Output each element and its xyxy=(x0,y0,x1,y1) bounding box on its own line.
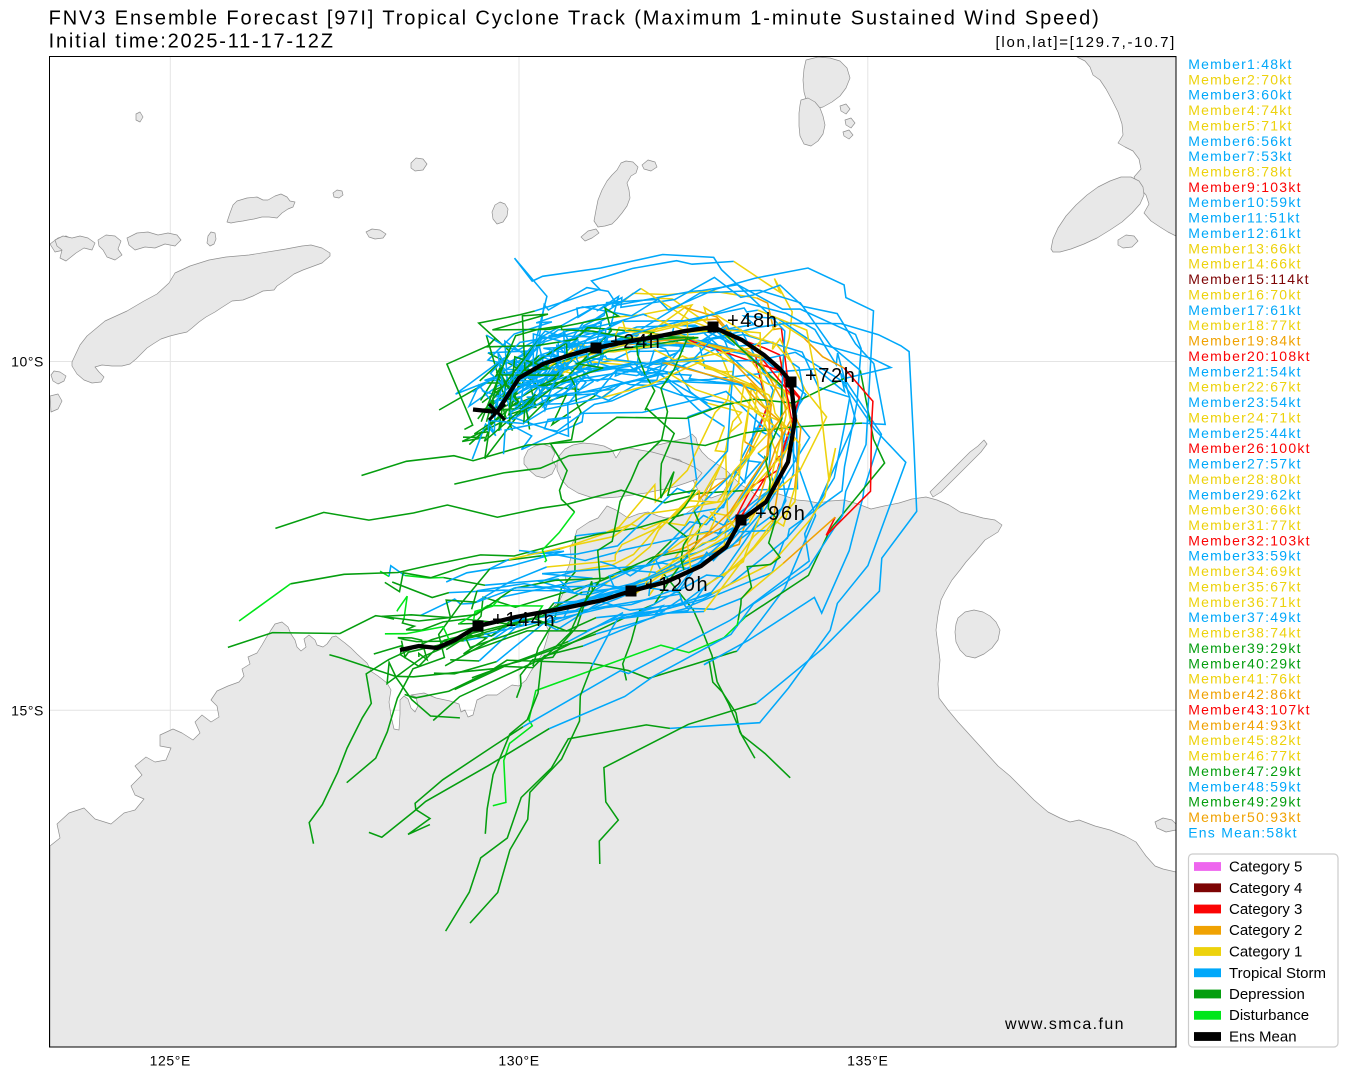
svg-text:Member28:80kt: Member28:80kt xyxy=(1188,471,1302,487)
svg-text:Member45:82kt: Member45:82kt xyxy=(1188,732,1302,748)
svg-text:Member1:48kt: Member1:48kt xyxy=(1188,56,1292,72)
svg-text:+120h: +120h xyxy=(645,574,709,596)
svg-text:Initial time:2025-11-17-12Z: Initial time:2025-11-17-12Z xyxy=(49,31,335,53)
svg-text:Member30:66kt: Member30:66kt xyxy=(1188,502,1302,518)
svg-text:Member41:76kt: Member41:76kt xyxy=(1188,671,1302,687)
svg-text:Member6:56kt: Member6:56kt xyxy=(1188,133,1292,149)
svg-text:Member32:103kt: Member32:103kt xyxy=(1188,532,1311,548)
svg-text:Member21:54kt: Member21:54kt xyxy=(1188,363,1302,379)
svg-text:130°E: 130°E xyxy=(498,1053,539,1069)
svg-text:Member12:61kt: Member12:61kt xyxy=(1188,225,1302,241)
svg-text:Member29:62kt: Member29:62kt xyxy=(1188,486,1302,502)
svg-text:Member22:67kt: Member22:67kt xyxy=(1188,379,1302,395)
svg-text:Member14:66kt: Member14:66kt xyxy=(1188,256,1302,272)
svg-text:FNV3 Ensemble Forecast [97I] T: FNV3 Ensemble Forecast [97I] Tropical Cy… xyxy=(49,8,1101,30)
svg-text:Member36:71kt: Member36:71kt xyxy=(1188,594,1302,610)
svg-text:Member33:59kt: Member33:59kt xyxy=(1188,548,1302,564)
svg-text:Category 4: Category 4 xyxy=(1229,880,1302,897)
svg-text:www.smca.fun: www.smca.fun xyxy=(1004,1016,1125,1033)
svg-text:Category 3: Category 3 xyxy=(1229,901,1302,918)
svg-text:+48h: +48h xyxy=(727,310,778,332)
svg-text:Member50:93kt: Member50:93kt xyxy=(1188,809,1302,825)
svg-text:Depression: Depression xyxy=(1229,986,1305,1003)
svg-text:Member25:44kt: Member25:44kt xyxy=(1188,425,1302,441)
svg-text:Member44:93kt: Member44:93kt xyxy=(1188,717,1302,733)
svg-text:Member42:86kt: Member42:86kt xyxy=(1188,686,1302,702)
svg-text:Member11:51kt: Member11:51kt xyxy=(1188,210,1300,226)
svg-text:Member17:61kt: Member17:61kt xyxy=(1188,302,1302,318)
svg-text:+72h: +72h xyxy=(805,365,856,387)
svg-text:135°E: 135°E xyxy=(847,1053,888,1069)
svg-text:Member3:60kt: Member3:60kt xyxy=(1188,87,1292,103)
svg-text:Member16:70kt: Member16:70kt xyxy=(1188,286,1302,302)
svg-text:Member39:29kt: Member39:29kt xyxy=(1188,640,1302,656)
svg-text:Member47:29kt: Member47:29kt xyxy=(1188,763,1302,779)
svg-text:Disturbance: Disturbance xyxy=(1229,1007,1309,1024)
svg-text:Member24:71kt: Member24:71kt xyxy=(1188,409,1302,425)
svg-text:Member20:108kt: Member20:108kt xyxy=(1188,348,1311,364)
svg-text:Member23:54kt: Member23:54kt xyxy=(1188,394,1302,410)
svg-text:Member48:59kt: Member48:59kt xyxy=(1188,778,1302,794)
svg-text:Member43:107kt: Member43:107kt xyxy=(1188,701,1311,717)
svg-text:Category 5: Category 5 xyxy=(1229,859,1302,876)
svg-text:Member15:114kt: Member15:114kt xyxy=(1188,271,1310,287)
svg-text:Member5:71kt: Member5:71kt xyxy=(1188,117,1292,133)
svg-text:125°E: 125°E xyxy=(150,1053,191,1069)
svg-text:Member13:66kt: Member13:66kt xyxy=(1188,240,1302,256)
svg-text:Member31:77kt: Member31:77kt xyxy=(1188,517,1302,533)
svg-text:Member35:67kt: Member35:67kt xyxy=(1188,579,1302,595)
svg-text:Member27:57kt: Member27:57kt xyxy=(1188,456,1302,472)
svg-text:15°S: 15°S xyxy=(11,702,44,718)
svg-text:Category 1: Category 1 xyxy=(1229,944,1302,961)
svg-text:+144h: +144h xyxy=(492,609,556,631)
svg-text:Member37:49kt: Member37:49kt xyxy=(1188,609,1302,625)
svg-text:Member2:70kt: Member2:70kt xyxy=(1188,71,1292,87)
svg-text:Tropical Storm: Tropical Storm xyxy=(1229,965,1326,982)
svg-text:+24h: +24h xyxy=(610,331,661,353)
svg-text:Member26:100kt: Member26:100kt xyxy=(1188,440,1311,456)
svg-text:Category 2: Category 2 xyxy=(1229,922,1302,939)
svg-text:10°S: 10°S xyxy=(11,354,44,370)
svg-text:Member4:74kt: Member4:74kt xyxy=(1188,102,1292,118)
svg-text:Member19:84kt: Member19:84kt xyxy=(1188,333,1302,349)
svg-text:Member40:29kt: Member40:29kt xyxy=(1188,655,1302,671)
svg-text:Member46:77kt: Member46:77kt xyxy=(1188,748,1302,764)
svg-text:Member8:78kt: Member8:78kt xyxy=(1188,164,1292,180)
svg-text:Ens Mean: Ens Mean xyxy=(1229,1029,1297,1046)
svg-text:Member34:69kt: Member34:69kt xyxy=(1188,563,1302,579)
svg-text:Member38:74kt: Member38:74kt xyxy=(1188,625,1302,641)
svg-text:Member9:103kt: Member9:103kt xyxy=(1188,179,1302,195)
svg-text:Member7:53kt: Member7:53kt xyxy=(1188,148,1292,164)
svg-text:+96h: +96h xyxy=(755,503,806,525)
svg-text:Member49:29kt: Member49:29kt xyxy=(1188,794,1302,810)
svg-text:[lon,lat]=[129.7,-10.7]: [lon,lat]=[129.7,-10.7] xyxy=(996,34,1176,51)
svg-text:Member10:59kt: Member10:59kt xyxy=(1188,194,1302,210)
svg-text:Ens Mean:58kt: Ens Mean:58kt xyxy=(1188,824,1298,840)
svg-text:Member18:77kt: Member18:77kt xyxy=(1188,317,1302,333)
